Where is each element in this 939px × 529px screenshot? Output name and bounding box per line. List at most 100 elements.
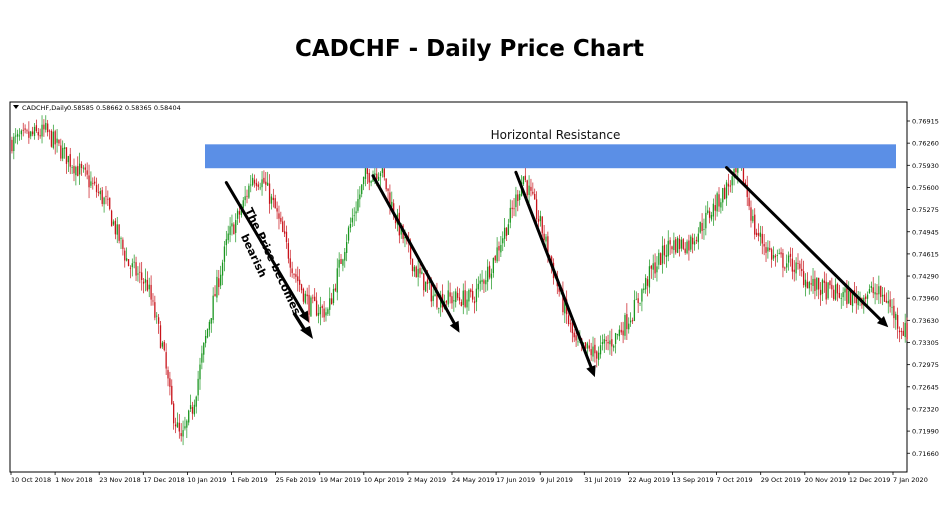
candle-body bbox=[60, 145, 62, 159]
candle-body bbox=[724, 187, 726, 200]
candle-body bbox=[161, 342, 164, 347]
candle-body bbox=[880, 285, 882, 297]
candle-body bbox=[43, 124, 45, 130]
candle-body bbox=[265, 181, 267, 185]
candle-body bbox=[434, 294, 436, 297]
candle-body bbox=[374, 173, 376, 176]
candle-body bbox=[703, 229, 705, 230]
candle-body bbox=[317, 312, 320, 316]
candle-body bbox=[135, 262, 137, 276]
candle-body bbox=[695, 239, 698, 242]
candle-body bbox=[193, 404, 195, 415]
candle-body bbox=[229, 226, 231, 235]
candle-body bbox=[656, 266, 658, 273]
candle-body bbox=[357, 199, 359, 211]
candle-body bbox=[648, 266, 651, 288]
candle-body bbox=[539, 215, 542, 222]
candle-body bbox=[156, 315, 158, 317]
candle-body bbox=[855, 295, 857, 304]
candle-body bbox=[280, 217, 282, 222]
candle-body bbox=[383, 168, 385, 178]
candle-body bbox=[208, 321, 211, 330]
candle-body bbox=[458, 297, 461, 301]
candle-body bbox=[599, 345, 602, 355]
candle-body bbox=[629, 320, 632, 323]
candle-body bbox=[810, 283, 812, 285]
candle-body bbox=[569, 323, 572, 325]
candle-body bbox=[142, 281, 145, 284]
candle-body bbox=[460, 301, 463, 306]
candle-body bbox=[507, 224, 510, 235]
candle-body bbox=[246, 195, 248, 197]
candle-body bbox=[159, 325, 162, 349]
candle-body bbox=[902, 330, 904, 336]
candle-body bbox=[231, 223, 233, 227]
candle-body bbox=[319, 307, 321, 315]
candle-body bbox=[701, 223, 703, 231]
candle-body bbox=[692, 237, 694, 245]
candle-body bbox=[411, 258, 414, 272]
candle-body bbox=[112, 221, 115, 225]
candle-body bbox=[310, 297, 312, 317]
candle-body bbox=[73, 166, 75, 174]
candle-body bbox=[631, 320, 634, 322]
candle-body bbox=[573, 332, 575, 338]
candle-body bbox=[624, 315, 626, 336]
candle-body bbox=[364, 167, 367, 179]
candle-body bbox=[900, 331, 903, 332]
candle-body bbox=[225, 239, 227, 246]
candle-body bbox=[492, 257, 494, 274]
candle-body bbox=[20, 130, 22, 135]
candle-body bbox=[895, 313, 897, 320]
candle-body bbox=[761, 233, 763, 244]
candle-body bbox=[58, 139, 60, 144]
candle-body bbox=[891, 306, 893, 308]
candle-body bbox=[588, 345, 590, 349]
candle-body bbox=[584, 342, 587, 349]
candle-body bbox=[616, 334, 619, 335]
candle-body bbox=[750, 207, 752, 221]
candle-body bbox=[511, 207, 513, 210]
candle-body bbox=[468, 289, 470, 302]
candle-body bbox=[204, 336, 207, 344]
candle-body bbox=[464, 290, 466, 307]
candle-body bbox=[45, 122, 47, 130]
candle-body bbox=[391, 201, 393, 207]
candle-body bbox=[594, 344, 596, 354]
candle-body bbox=[105, 195, 107, 197]
candle-body bbox=[137, 273, 139, 275]
x-tick-label: 1 Feb 2019 bbox=[232, 476, 268, 484]
candle-body bbox=[404, 237, 406, 239]
candle-body bbox=[315, 300, 318, 316]
candle-body bbox=[30, 131, 32, 137]
candle-body bbox=[834, 284, 837, 300]
candle-body bbox=[332, 288, 335, 304]
candle-body bbox=[729, 185, 731, 187]
candle-body bbox=[658, 252, 660, 265]
candle-body bbox=[868, 289, 871, 294]
candle-body bbox=[101, 190, 103, 204]
candle-body bbox=[639, 302, 641, 304]
candle-body bbox=[330, 298, 333, 305]
candle-body bbox=[532, 191, 534, 194]
candle-body bbox=[889, 299, 891, 307]
candle-body bbox=[184, 426, 186, 429]
candle-body bbox=[618, 329, 620, 337]
candle-body bbox=[438, 307, 440, 309]
candle-body bbox=[543, 233, 545, 240]
candle-body bbox=[321, 306, 323, 308]
candle-body bbox=[41, 124, 43, 137]
candle-body bbox=[195, 396, 197, 407]
candle-body bbox=[451, 296, 453, 304]
candle-body bbox=[346, 242, 348, 253]
symbol-label: CADCHF,Daily bbox=[22, 104, 68, 112]
candle-body bbox=[109, 197, 111, 209]
candle-body bbox=[592, 346, 594, 357]
candle-body bbox=[71, 167, 73, 169]
candle-body bbox=[675, 239, 677, 253]
candle-body bbox=[562, 289, 564, 313]
ohlc-values: 0.58585 0.58662 0.58365 0.58404 bbox=[67, 104, 181, 112]
candle-body bbox=[784, 267, 786, 269]
candle-body bbox=[893, 305, 895, 319]
candle-body bbox=[791, 258, 793, 272]
